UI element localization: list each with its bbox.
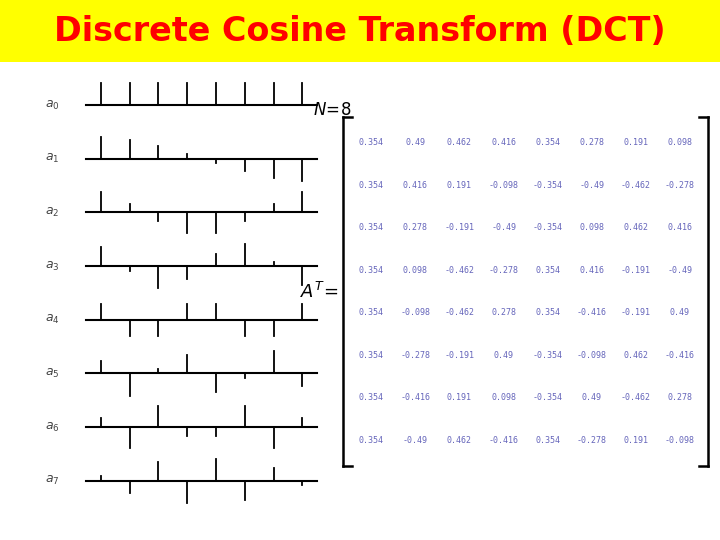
Text: 0.098: 0.098 [403, 266, 428, 275]
Text: 0.098: 0.098 [491, 394, 516, 402]
Text: 0.49: 0.49 [582, 394, 602, 402]
Text: -0.416: -0.416 [665, 351, 695, 360]
Text: $a_4$: $a_4$ [45, 313, 59, 326]
Text: -0.49: -0.49 [667, 266, 693, 275]
Text: -0.278: -0.278 [665, 181, 695, 190]
Text: 0.49: 0.49 [493, 351, 513, 360]
Text: -0.49: -0.49 [580, 181, 604, 190]
Text: -0.191: -0.191 [621, 266, 651, 275]
Text: -0.278: -0.278 [577, 436, 607, 445]
Text: 0.278: 0.278 [580, 138, 604, 147]
Text: -0.354: -0.354 [533, 394, 562, 402]
Text: -0.462: -0.462 [621, 394, 651, 402]
Text: 0.354: 0.354 [359, 351, 384, 360]
Text: $a_0$: $a_0$ [45, 99, 59, 112]
Text: 0.354: 0.354 [535, 266, 560, 275]
Text: -0.462: -0.462 [444, 266, 474, 275]
Text: 0.462: 0.462 [624, 351, 648, 360]
Text: $a_2$: $a_2$ [45, 206, 59, 219]
Text: -0.354: -0.354 [533, 224, 562, 232]
Text: 0.416: 0.416 [667, 224, 693, 232]
Text: 0.354: 0.354 [359, 224, 384, 232]
Text: 0.354: 0.354 [359, 394, 384, 402]
Text: 0.416: 0.416 [403, 181, 428, 190]
Text: -0.098: -0.098 [577, 351, 607, 360]
Text: $a_6$: $a_6$ [45, 421, 59, 434]
Text: 0.416: 0.416 [580, 266, 604, 275]
Text: 0.49: 0.49 [670, 308, 690, 318]
Text: -0.416: -0.416 [577, 308, 607, 318]
Text: -0.098: -0.098 [665, 436, 695, 445]
Text: -0.278: -0.278 [400, 351, 431, 360]
Text: 0.278: 0.278 [667, 394, 693, 402]
Text: 0.191: 0.191 [624, 138, 648, 147]
Text: 0.462: 0.462 [447, 138, 472, 147]
Text: -0.191: -0.191 [621, 308, 651, 318]
Text: -0.49: -0.49 [491, 224, 516, 232]
Text: 0.191: 0.191 [624, 436, 648, 445]
Text: -0.416: -0.416 [489, 436, 518, 445]
Text: 0.098: 0.098 [580, 224, 604, 232]
Text: $a_1$: $a_1$ [45, 152, 59, 165]
Text: 0.49: 0.49 [405, 138, 426, 147]
Text: -0.191: -0.191 [444, 351, 474, 360]
Text: -0.416: -0.416 [400, 394, 431, 402]
Text: 0.278: 0.278 [491, 308, 516, 318]
Text: 0.191: 0.191 [447, 181, 472, 190]
Text: 0.098: 0.098 [667, 138, 693, 147]
Text: 0.278: 0.278 [403, 224, 428, 232]
Text: $a_5$: $a_5$ [45, 367, 59, 380]
Text: $N\!=\!8$: $N\!=\!8$ [313, 102, 352, 119]
Text: $a_3$: $a_3$ [45, 260, 59, 273]
Text: 0.354: 0.354 [359, 181, 384, 190]
Text: 0.462: 0.462 [447, 436, 472, 445]
Text: -0.49: -0.49 [403, 436, 428, 445]
Text: -0.462: -0.462 [621, 181, 651, 190]
Text: 0.354: 0.354 [535, 138, 560, 147]
Text: 0.354: 0.354 [359, 308, 384, 318]
Text: 0.354: 0.354 [535, 436, 560, 445]
Text: 0.462: 0.462 [624, 224, 648, 232]
Text: -0.354: -0.354 [533, 351, 562, 360]
Text: -0.462: -0.462 [444, 308, 474, 318]
Text: 0.354: 0.354 [359, 266, 384, 275]
Text: Discrete Cosine Transform (DCT): Discrete Cosine Transform (DCT) [54, 15, 666, 48]
Text: 0.354: 0.354 [359, 436, 384, 445]
Text: 0.191: 0.191 [447, 394, 472, 402]
Text: 0.354: 0.354 [535, 308, 560, 318]
Text: 0.416: 0.416 [491, 138, 516, 147]
Text: -0.098: -0.098 [489, 181, 518, 190]
Text: $A^T\!=\!$: $A^T\!=\!$ [300, 281, 338, 302]
Text: -0.098: -0.098 [400, 308, 431, 318]
Text: -0.354: -0.354 [533, 181, 562, 190]
Text: -0.191: -0.191 [444, 224, 474, 232]
Text: $a_7$: $a_7$ [45, 474, 59, 487]
Text: 0.354: 0.354 [359, 138, 384, 147]
Text: -0.278: -0.278 [489, 266, 518, 275]
